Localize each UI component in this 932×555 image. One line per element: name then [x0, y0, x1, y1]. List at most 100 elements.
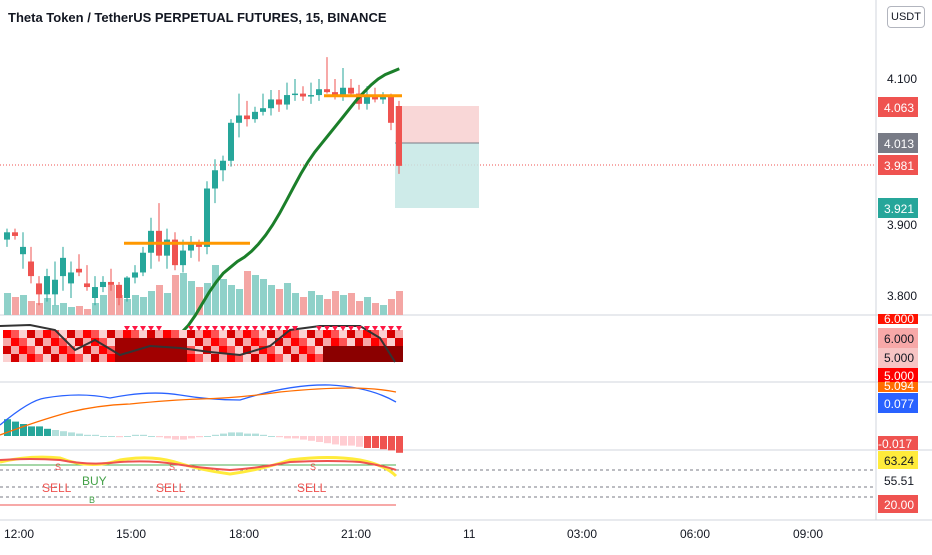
heatmap-cell — [363, 330, 371, 338]
macd-histogram-bar — [356, 436, 363, 447]
volume-bar — [348, 293, 355, 315]
candle — [4, 232, 10, 240]
heatmap-cell — [355, 338, 363, 346]
heatmap-cell — [347, 354, 355, 362]
heatmap-cell — [291, 346, 299, 354]
sell-label: SELL — [297, 481, 327, 495]
heatmap-cell — [267, 354, 275, 362]
heatmap-cell — [19, 354, 27, 362]
sell-triangle — [348, 326, 354, 331]
candle — [84, 283, 90, 288]
heatmap-cell — [75, 354, 83, 362]
sell-triangle — [140, 326, 146, 331]
heatmap-cell — [131, 354, 139, 362]
volume-bar — [140, 297, 147, 315]
price-labels: 4.063 4.013 3.981 3.921 — [878, 97, 918, 218]
marker-s: S — [55, 462, 61, 472]
volume-bar — [156, 285, 163, 315]
heatmap-cell — [363, 354, 371, 362]
volume-bar — [84, 309, 91, 315]
candle — [340, 87, 346, 96]
heatmap-cell — [259, 338, 267, 346]
sell-triangle — [388, 326, 394, 331]
heatmap-cell — [227, 330, 235, 338]
candle — [388, 96, 394, 123]
y-tick-4100: 4.100 — [887, 72, 917, 86]
heatmap-cell — [315, 338, 323, 346]
macd-histogram-bar — [172, 436, 179, 440]
heatmap-cell — [67, 330, 75, 338]
heatmap-cell — [195, 354, 203, 362]
heatmap-cell — [219, 338, 227, 346]
sell-triangle — [244, 326, 250, 331]
heatmap-cell — [43, 338, 51, 346]
heatmap-cell — [371, 338, 379, 346]
sell-triangle — [148, 326, 154, 331]
candle — [132, 272, 138, 278]
target-zone[interactable] — [395, 143, 479, 208]
ind3-label-1-bg — [878, 451, 918, 469]
candle — [228, 122, 234, 161]
heatmap-cell — [147, 346, 155, 354]
heatmap-cell — [299, 330, 307, 338]
volume-bar — [52, 305, 59, 315]
heatmap-cell — [235, 354, 243, 362]
sell-triangle — [196, 326, 202, 331]
macd-histogram-bar — [396, 436, 403, 453]
candle — [396, 106, 402, 166]
heatmap-cell — [235, 338, 243, 346]
candle — [12, 232, 18, 236]
candle — [92, 287, 98, 298]
heatmap-cell — [35, 338, 43, 346]
sell-triangle — [156, 326, 162, 331]
heatmap-cell — [171, 354, 179, 362]
heatmap-cell — [339, 338, 347, 346]
currency-button[interactable]: USDT — [887, 6, 925, 28]
volume-bar — [132, 295, 139, 315]
price-label-3981: 3.981 — [884, 159, 914, 173]
sell-triangle — [252, 326, 258, 331]
macd-histogram-bar — [220, 433, 227, 436]
indicator-pane-3: SELL S SELL S SELL S BUY B — [0, 455, 876, 506]
macd-histogram-bar — [100, 436, 107, 437]
macd-histogram-bar — [108, 436, 115, 437]
ind3-label-3-bg — [878, 495, 918, 513]
candle — [220, 160, 226, 171]
heatmap-cell — [179, 354, 187, 362]
heatmap-cell — [299, 338, 307, 346]
heatmap-cell — [219, 346, 227, 354]
heatmap-cell — [283, 354, 291, 362]
heatmap-cell — [123, 330, 131, 338]
heatmap-cell — [3, 354, 11, 362]
heatmap-cell — [99, 338, 107, 346]
heatmap-cell — [251, 354, 259, 362]
heatmap-cell — [371, 354, 379, 362]
ind1-label-2-bg — [878, 328, 918, 348]
candle — [244, 115, 250, 120]
heatmap-cell — [275, 338, 283, 346]
heatmap-cell — [235, 346, 243, 354]
heatmap-cell — [163, 330, 171, 338]
heatmap-cell — [27, 338, 35, 346]
heatmap-cell — [59, 338, 67, 346]
x-tick-1800: 18:00 — [229, 527, 259, 541]
volume-bar — [60, 303, 67, 315]
price-axis: 4.100 3.900 3.800 — [887, 72, 917, 303]
price-label-4013-bg — [878, 133, 918, 153]
heatmap-cell — [347, 338, 355, 346]
y-tick-3900: 3.900 — [887, 218, 917, 232]
candle — [196, 243, 202, 247]
macd-histogram-bar — [196, 436, 203, 438]
heatmap-cell — [323, 330, 331, 338]
stop-zone[interactable] — [395, 106, 479, 143]
heatmap-cell — [35, 330, 43, 338]
heatmap-cell — [379, 354, 387, 362]
heatmap-cell — [275, 346, 283, 354]
candle — [28, 261, 34, 277]
macd-label-2: 0.077 — [884, 397, 914, 411]
marker-b: B — [89, 495, 95, 505]
volume-bar — [308, 291, 315, 315]
heatmap-cell — [123, 338, 131, 346]
candle — [60, 257, 66, 277]
